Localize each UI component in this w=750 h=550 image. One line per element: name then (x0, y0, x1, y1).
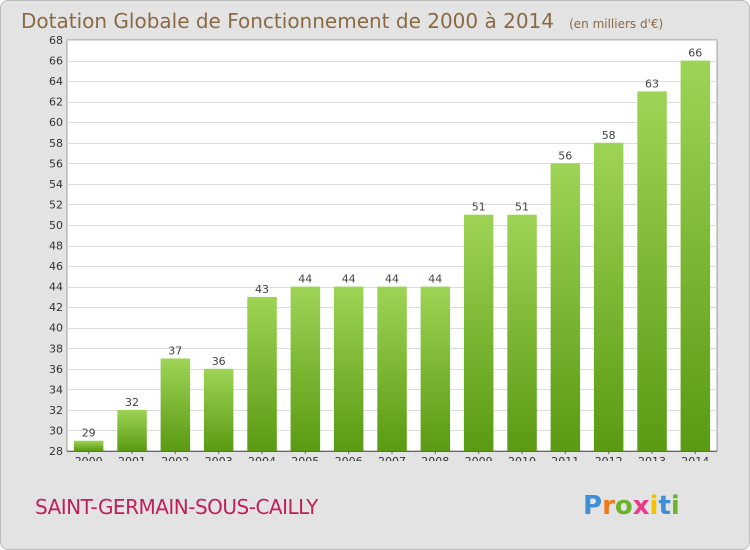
data-label-2011: 56 (558, 149, 572, 162)
y-tick-34: 34 (49, 383, 63, 396)
x-tick-2001: 2001 (118, 455, 146, 461)
x-tick-2013: 2013 (638, 455, 666, 461)
data-label-2002: 37 (168, 345, 182, 358)
logo-letter: t (658, 491, 671, 521)
y-tick-60: 60 (49, 116, 63, 129)
logo-letter: o (614, 491, 633, 521)
x-tick-2007: 2007 (378, 455, 406, 461)
logo-letter: x (632, 491, 650, 521)
x-tick-2010: 2010 (508, 455, 536, 461)
chart-title: Dotation Globale de Fonctionnement de 20… (21, 9, 554, 33)
data-label-2007: 44 (385, 273, 399, 286)
commune-name: SAINT-GERMAIN-SOUS-CAILLY (35, 495, 318, 519)
x-tick-2009: 2009 (465, 455, 493, 461)
bar-2003 (203, 368, 234, 451)
x-tick-2003: 2003 (205, 455, 233, 461)
proxiti-logo: Proxiti (583, 491, 680, 521)
chart-header: Dotation Globale de Fonctionnement de 20… (21, 9, 663, 33)
y-tick-56: 56 (49, 157, 63, 170)
y-tick-42: 42 (49, 301, 63, 314)
x-tick-2008: 2008 (421, 455, 449, 461)
bar-2002 (160, 358, 191, 451)
y-tick-58: 58 (49, 137, 63, 150)
y-tick-62: 62 (49, 96, 63, 109)
x-tick-2011: 2011 (551, 455, 579, 461)
logo-letter: P (583, 491, 603, 521)
y-tick-38: 38 (49, 342, 63, 355)
x-tick-2014: 2014 (681, 455, 709, 461)
x-tick-2004: 2004 (248, 455, 276, 461)
bar-2011 (550, 163, 581, 452)
y-tick-64: 64 (49, 75, 63, 88)
data-label-2014: 66 (688, 47, 702, 60)
x-tick-2005: 2005 (291, 455, 319, 461)
x-tick-2000: 2000 (75, 455, 103, 461)
y-tick-48: 48 (49, 240, 63, 253)
bar-2008 (420, 286, 451, 451)
y-tick-68: 68 (49, 36, 63, 47)
y-tick-32: 32 (49, 404, 63, 417)
data-label-2000: 29 (82, 427, 96, 440)
bar-2007 (377, 286, 407, 451)
data-label-2012: 58 (602, 129, 616, 142)
chart-svg: 29 2000 32 2001 37 2002 36 2003 43 2004 44 2005 44 20… (66, 39, 718, 461)
y-tick-54: 54 (49, 178, 63, 191)
data-label-2013: 63 (645, 77, 659, 90)
data-label-2009: 51 (472, 201, 486, 214)
bar-2012 (593, 142, 624, 452)
x-tick-2002: 2002 (161, 455, 189, 461)
y-tick-46: 46 (49, 260, 63, 273)
data-label-2006: 44 (342, 273, 356, 286)
bar-chart: 29 2000 32 2001 37 2002 36 2003 43 2004 44 2005 44 20… (49, 36, 723, 461)
bar-2000 (73, 440, 104, 451)
data-label-2001: 32 (125, 396, 139, 409)
y-tick-52: 52 (49, 198, 63, 211)
bar-2006 (333, 286, 364, 451)
data-label-2003: 36 (212, 355, 226, 368)
bar-2005 (290, 286, 321, 451)
y-tick-40: 40 (49, 322, 63, 335)
y-tick-28: 28 (49, 445, 63, 458)
y-tick-44: 44 (49, 281, 63, 294)
bar-2004 (247, 296, 277, 451)
bar-2010 (507, 214, 537, 451)
bar-2013 (637, 91, 667, 452)
data-label-2005: 44 (298, 273, 312, 286)
data-label-2008: 44 (428, 273, 442, 286)
logo-letter: i (649, 491, 659, 521)
bar-2009 (463, 214, 494, 451)
data-label-2004: 43 (255, 283, 269, 296)
chart-unit: (en milliers d'€) (569, 17, 664, 31)
logo-letter: r (602, 491, 615, 521)
bar-2001 (117, 409, 147, 451)
data-label-2010: 51 (515, 201, 529, 214)
bar-2014 (680, 60, 711, 451)
y-tick-66: 66 (49, 55, 63, 68)
y-tick-50: 50 (49, 219, 63, 232)
x-tick-2012: 2012 (595, 455, 623, 461)
logo-letter: i (670, 491, 680, 521)
y-tick-30: 30 (49, 424, 63, 437)
y-axis: 28 30 32 34 36 38 40 42 44 46 48 50 52 54 56 58 60 62 64 66… (49, 36, 63, 458)
x-tick-2006: 2006 (335, 455, 363, 461)
y-tick-36: 36 (49, 363, 63, 376)
